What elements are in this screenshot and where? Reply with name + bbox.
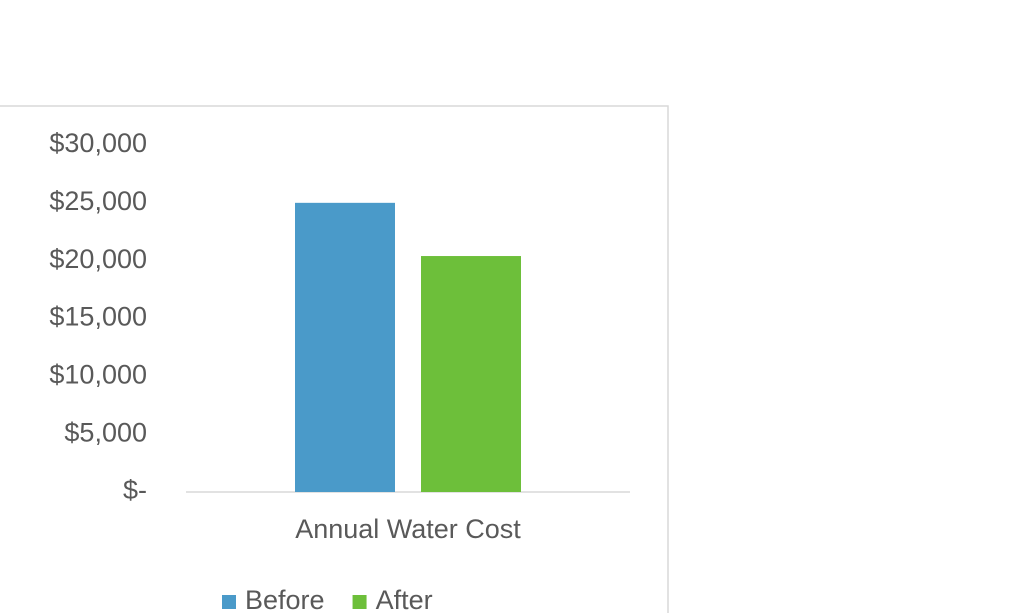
y-tick-label: $- xyxy=(123,475,147,505)
legend-label: Before xyxy=(245,585,325,613)
legend-swatch xyxy=(222,595,236,609)
y-tick-label: $15,000 xyxy=(49,302,147,332)
y-tick-label: $30,000 xyxy=(49,128,147,158)
y-tick-label: $25,000 xyxy=(49,186,147,216)
bar xyxy=(421,256,521,492)
y-tick-label: $20,000 xyxy=(49,244,147,274)
x-tick-label: Annual Water Cost xyxy=(295,514,521,544)
legend-label: After xyxy=(376,585,433,613)
y-tick-label: $5,000 xyxy=(64,417,147,447)
bar xyxy=(295,202,395,493)
y-tick-label: $10,000 xyxy=(49,359,147,389)
legend-swatch xyxy=(352,595,367,609)
